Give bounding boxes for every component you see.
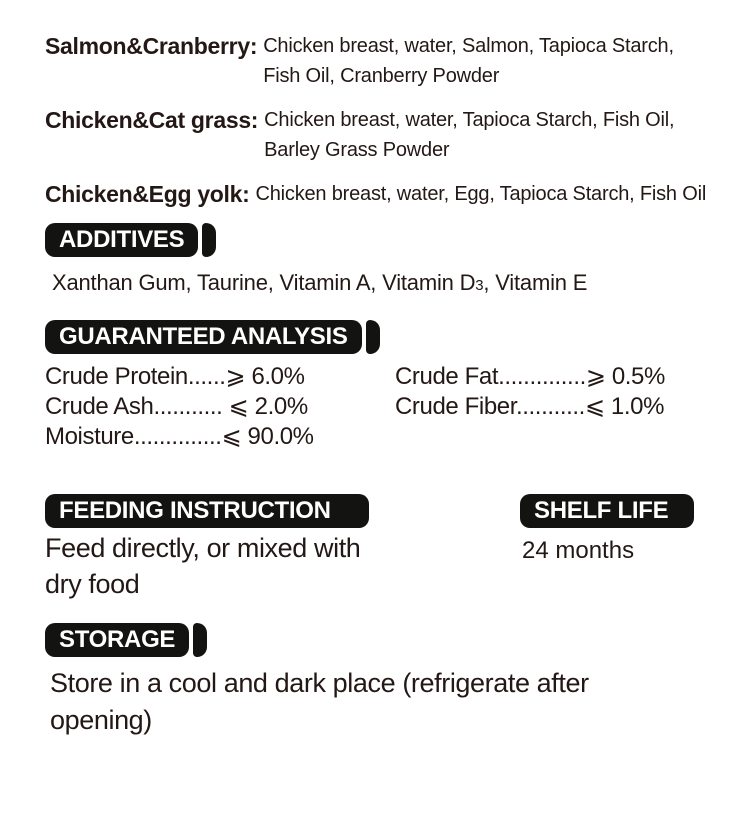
analysis-table: Crude Protein......⩾ 6.0% Crude Ash.....…	[45, 362, 732, 452]
storage-heading-badge: STORAGE	[45, 623, 208, 657]
flavor-name: Chicken&Cat grass:	[45, 107, 259, 133]
additives-text-part: Xanthan Gum, Taurine, Vitamin A, Vitamin…	[52, 270, 476, 295]
flavor-name: Salmon&Cranberry:	[45, 33, 258, 59]
feeding-instruction-text: Feed directly, or mixed with dry food	[45, 530, 520, 602]
flavor-row-salmon-cranberry: Salmon&Cranberry: Chicken breast, water,…	[45, 31, 732, 91]
flavor-ingredients: Chicken breast, water, Egg, Tapioca Star…	[256, 179, 707, 209]
flavor-name: Chicken&Egg yolk:	[45, 181, 250, 207]
storage-section: STORAGE	[45, 623, 732, 657]
flavor-row-chicken-egg-yolk: Chicken&Egg yolk: Chicken breast, water,…	[45, 179, 732, 209]
feeding-instruction-heading-badge: FEEDING INSTRUCTION	[45, 494, 369, 528]
storage-text: Store in a cool and dark place (refriger…	[50, 665, 732, 739]
storage-line: Store in a cool and dark place (refriger…	[50, 668, 589, 698]
feeding-instruction-block: FEEDING INSTRUCTION Feed directly, or mi…	[45, 494, 520, 602]
vitamin-d3-subscript: 3	[475, 277, 484, 294]
ingredients-line: Fish Oil, Cranberry Powder	[263, 65, 500, 87]
shelf-life-heading-badge: SHELF LIFE	[520, 494, 695, 528]
analysis-row-moisture: Moisture..............⩽ 90.0%	[45, 423, 314, 450]
analysis-row-crude-fiber: Crude Fiber...........⩽ 1.0%	[395, 393, 665, 420]
shelf-life-value: 24 months	[522, 537, 635, 564]
feeding-shelf-section: FEEDING INSTRUCTION Feed directly, or mi…	[45, 494, 732, 602]
analysis-row-crude-fat: Crude Fat..............⩾ 0.5%	[395, 363, 665, 390]
analysis-row-crude-protein: Crude Protein......⩾ 6.0%	[45, 363, 305, 390]
additives-heading-badge: ADDITIVES	[45, 223, 217, 257]
additives-text-part: , Vitamin E	[483, 270, 588, 295]
analysis-left-column: Crude Protein......⩾ 6.0% Crude Ash.....…	[45, 362, 395, 452]
analysis-right-column: Crude Fat..............⩾ 0.5% Crude Fibe…	[395, 362, 665, 452]
analysis-row-crude-ash: Crude Ash........... ⩽ 2.0%	[45, 393, 308, 420]
feeding-line: Feed directly, or mixed with	[45, 533, 361, 563]
additives-list: Xanthan Gum, Taurine, Vitamin A, Vitamin…	[52, 269, 732, 300]
ingredients-line: Chicken breast, water, Salmon, Tapioca S…	[263, 35, 674, 57]
ingredients-line: Barley Grass Powder	[264, 139, 450, 161]
storage-line: opening)	[50, 705, 152, 735]
flavor-row-chicken-cat-grass: Chicken&Cat grass: Chicken breast, water…	[45, 105, 732, 165]
guaranteed-analysis-heading-badge: GUARANTEED ANALYSIS	[45, 320, 380, 354]
flavor-ingredients: Chicken breast, water, Salmon, Tapioca S…	[263, 31, 674, 91]
feeding-line: dry food	[45, 569, 140, 599]
flavor-ingredients: Chicken breast, water, Tapioca Starch, F…	[264, 105, 674, 165]
shelf-life-block: SHELF LIFE 24 months	[520, 494, 695, 602]
guaranteed-analysis-section: GUARANTEED ANALYSIS	[45, 320, 732, 354]
ingredients-line: Chicken breast, water, Tapioca Starch, F…	[264, 109, 675, 131]
ingredients-line: Chicken breast, water, Egg, Tapioca Star…	[255, 183, 707, 205]
additives-section: ADDITIVES	[45, 223, 732, 257]
